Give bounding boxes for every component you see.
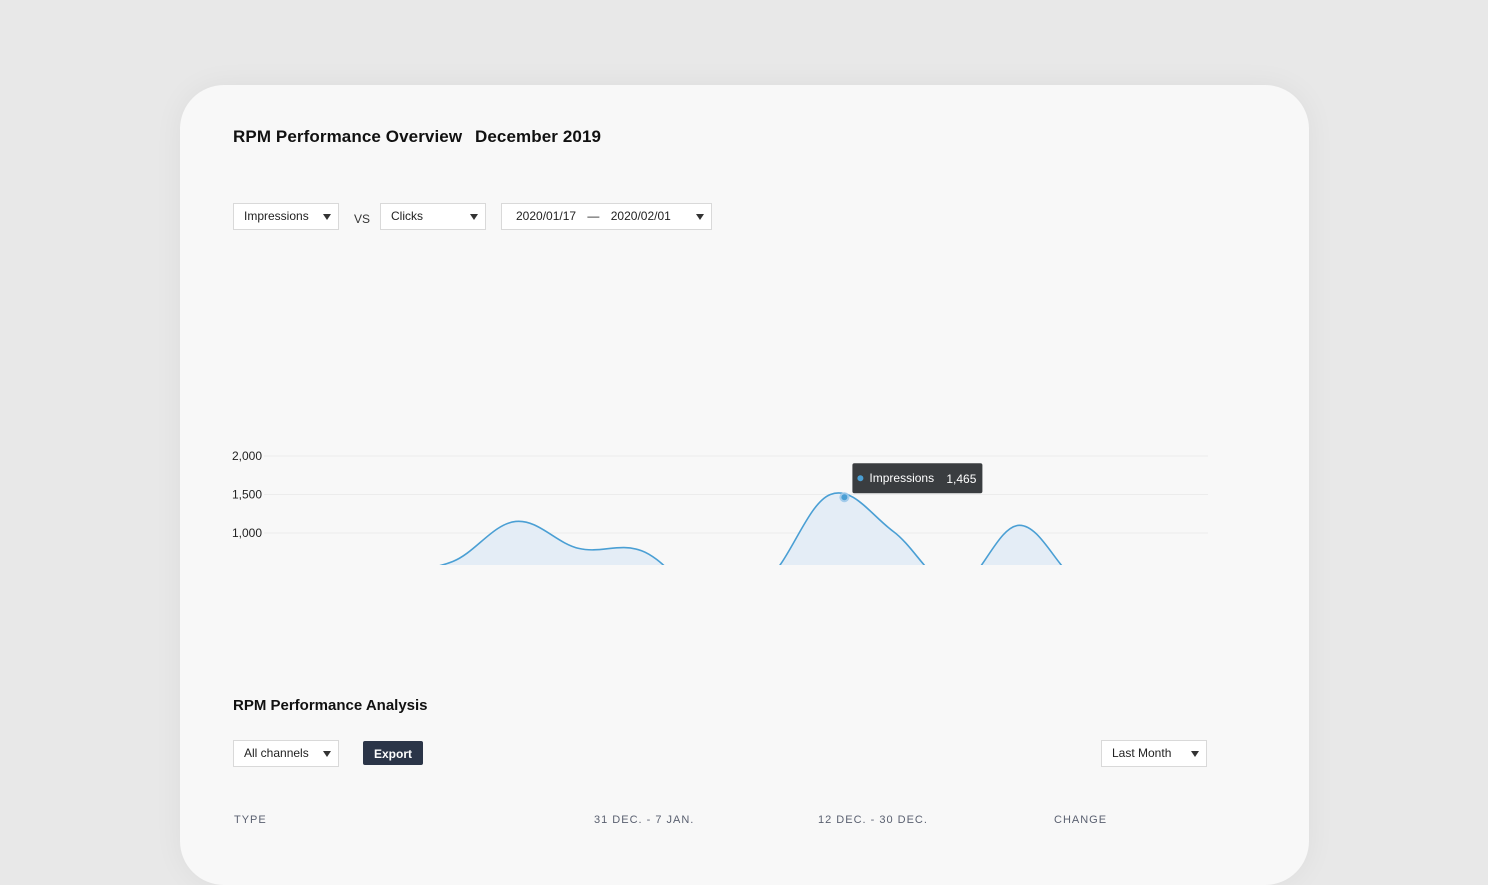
chevron-down-icon [323,214,331,220]
chevron-down-icon [1191,751,1199,757]
data-points [839,492,850,503]
metric-a-value: Impressions [244,209,309,223]
tooltip-series-dot [857,475,864,482]
chart-grid [264,455,1208,534]
range-select[interactable]: Last Month [1101,740,1207,767]
date-separator: — [587,209,600,223]
metric-b-value: Clicks [391,209,423,223]
y-tick-label: 1,500 [232,488,262,502]
export-button[interactable]: Export [363,741,423,765]
y-tick-label: 500 [242,565,262,566]
tooltip-series-label: Impressions [869,471,934,485]
tooltip-box [852,463,983,494]
page-title: RPM Performance Overview December 2019 [233,127,601,147]
metric-b-select[interactable]: Clicks [380,203,486,230]
impressions-line [439,492,1063,565]
metric-a-select[interactable]: Impressions [233,203,339,230]
channel-value: All channels [244,746,309,760]
chevron-down-icon [323,751,331,757]
impressions-area [442,492,1062,565]
overview-period: December 2019 [475,127,602,146]
y-tick-label: 1,000 [232,526,262,540]
tooltip-value: 1,465 [946,472,976,486]
analysis-title: RPM Performance Analysis [233,697,428,714]
column-header-current: 31 DEC. - 7 JAN. [594,814,695,826]
overview-title: RPM Performance Overview [233,127,463,146]
column-header-type: TYPE [234,814,267,826]
highlight-point [841,494,848,501]
vs-label: VS [354,212,371,226]
column-header-change: CHANGE [1054,814,1108,826]
overview-card: RPM Performance Overview December 2019 I… [180,85,1309,885]
y-tick-label: 2,000 [232,449,262,463]
chevron-down-icon [696,214,704,220]
date-from: 2020/01/17 [516,209,577,223]
column-header-previous: 12 DEC. - 30 DEC. [818,814,928,826]
date-to: 2020/02/01 [610,209,671,223]
channel-select[interactable]: All channels [233,740,339,767]
date-range-select[interactable]: 2020/01/17 — 2020/02/01 [501,203,712,230]
chevron-down-icon [470,214,478,220]
range-value: Last Month [1112,746,1172,760]
chart-tooltip: Impressions 1,465 [852,463,983,494]
